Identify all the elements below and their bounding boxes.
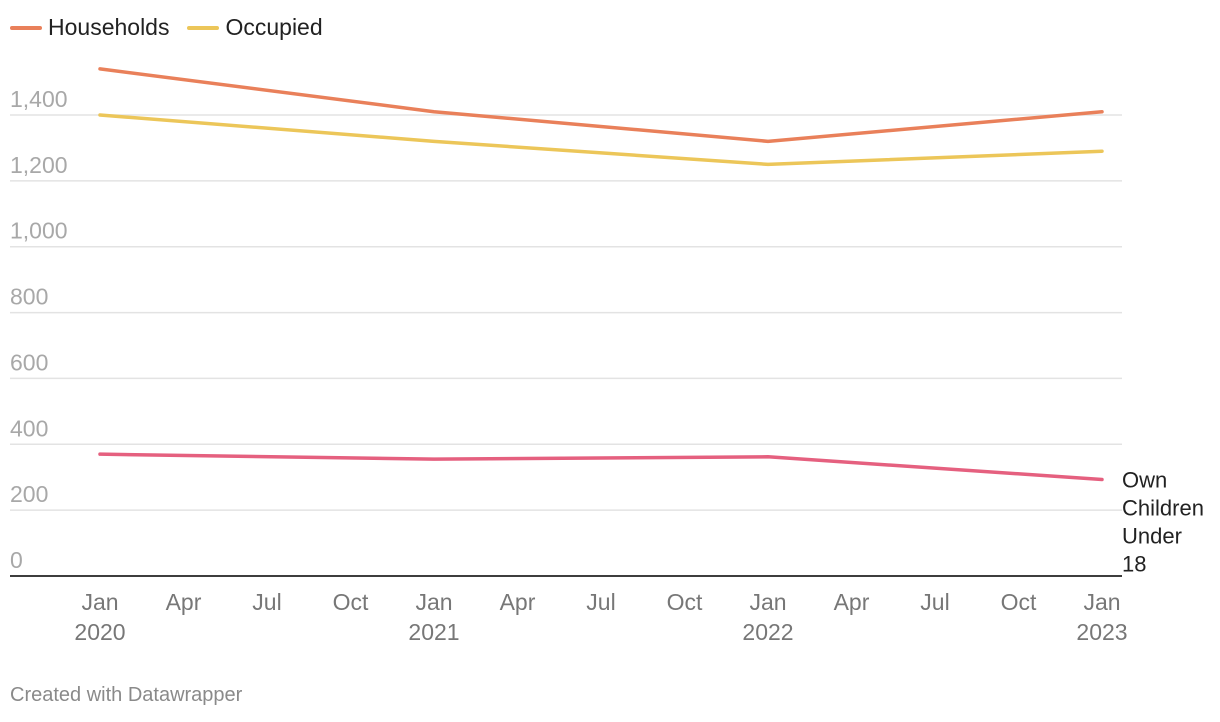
series-label-own-children: Own Children Under 18 [1122,468,1204,577]
legend: Households Occupied [10,14,323,41]
series-line-households [98,67,1104,144]
legend-label-households: Households [48,14,170,40]
x-tick-label-12: Jan [1083,589,1120,615]
series-label-line-2: Under [1122,524,1182,549]
series-label-line-1: Children [1122,496,1204,521]
x-tick-label-8: Jan [749,589,786,615]
x-tick-label-0: Jan [81,589,118,615]
series-line-occupied [98,113,1104,167]
y-tick-label-800: 800 [10,284,48,310]
y-tick-label-1000: 1,000 [10,218,68,244]
x-tick-label-3: Oct [333,589,369,615]
y-tick-label-1200: 1,200 [10,152,68,178]
y-tick-label-200: 200 [10,481,48,507]
series-label-line-0: Own [1122,468,1167,493]
y-tick-label-1400: 1,400 [10,86,68,112]
x-tick-label-4: Jan [415,589,452,615]
x-tick-label-6: Jul [586,589,615,615]
x-tick-label-10: Jul [920,589,949,615]
y-tick-label-600: 600 [10,349,48,375]
x-tick-year-8: 2022 [742,619,793,645]
x-tick-label-7: Oct [667,589,703,615]
x-tick-year-12: 2023 [1076,619,1127,645]
credit-text: Created with Datawrapper [10,684,243,706]
y-tick-label-400: 400 [10,415,48,441]
x-tick-label-1: Apr [166,589,202,615]
x-tick-label-2: Jul [252,589,281,615]
series-label-line-3: 18 [1122,552,1146,577]
x-tick-label-9: Apr [834,589,870,615]
x-tick-year-0: 2020 [74,619,125,645]
x-tick-label-5: Apr [500,589,536,615]
legend-item-households: Households [10,14,169,41]
x-tick-year-4: 2021 [408,619,459,645]
series-line-own-children-under-18 [98,452,1104,482]
legend-swatch-occupied [187,25,220,30]
x-tick-label-11: Oct [1001,589,1037,615]
legend-label-occupied: Occupied [225,14,323,40]
legend-item-occupied: Occupied [187,14,323,41]
y-tick-label-0: 0 [10,547,23,573]
legend-swatch-households [10,25,42,30]
